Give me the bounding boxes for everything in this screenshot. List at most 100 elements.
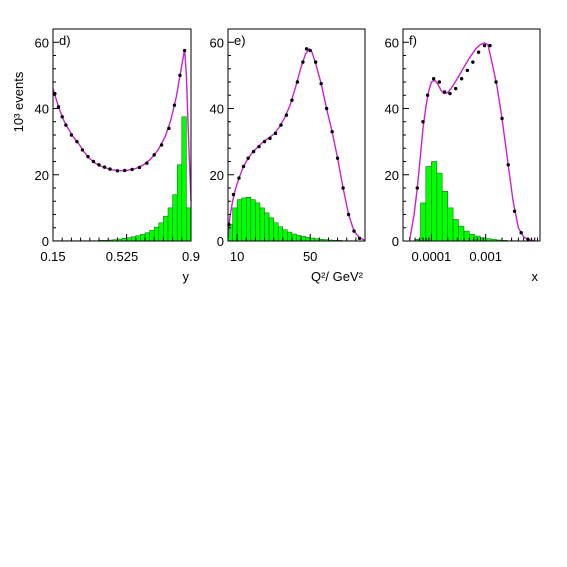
y-tick-label-f-60: 60 (385, 35, 399, 50)
histogram-bar-d-28 (181, 116, 187, 242)
histogram-bar-d-23 (158, 222, 164, 242)
data-point-e-10 (279, 123, 283, 127)
histogram-bar-e-1 (232, 207, 238, 242)
panel-label-e: e) (234, 33, 246, 48)
data-point-f-11 (476, 50, 481, 54)
histogram-bar-d-22 (153, 226, 160, 242)
data-point-e-8 (268, 136, 272, 141)
histogram-bar-f-10 (458, 225, 465, 242)
panel-e: 0 20 40 60 10 50 e) Q²/ GeV² (210, 28, 366, 284)
y-tick-label-d-0: 0 (42, 234, 49, 249)
tick-layer-d: 0 20 40 60 0.15 0.525 0.9 (35, 28, 200, 264)
data-point-d-21 (178, 73, 182, 78)
histogram-bar-e-11 (277, 226, 284, 242)
point-layer-d (53, 48, 187, 173)
histogram-bar-e-3 (241, 197, 247, 242)
histogram-bar-f-3 (420, 202, 427, 242)
y-tick-label-d-40: 40 (35, 102, 49, 117)
data-point-d-5 (75, 139, 79, 144)
histogram-bar-f-4 (425, 166, 432, 242)
data-point-f-12 (482, 43, 487, 48)
data-point-e-2 (237, 176, 241, 180)
panel-f: 0 20 40 60 0.0001 0.001 f) x (385, 28, 541, 284)
x-axis-label-d: y (183, 269, 190, 284)
data-point-d-13 (123, 168, 127, 173)
prediction-curve-f (409, 42, 535, 242)
histogram-bar-e-16 (300, 236, 306, 242)
y-tick-label-d-60: 60 (35, 35, 49, 50)
data-point-e-3 (241, 164, 246, 169)
histogram-bar-f-11 (463, 230, 470, 242)
histogram-bar-f-8 (447, 207, 454, 242)
y-tick-label-f-20: 20 (385, 168, 399, 183)
x-tick-label-d-0.15: 0.15 (40, 249, 65, 264)
plot-frame-d (52, 28, 192, 242)
point-layer-e (227, 47, 362, 241)
plot-frame-e (227, 28, 366, 242)
histogram-bar-d-25 (167, 207, 173, 242)
data-point-e-13 (295, 80, 300, 84)
data-point-e-25 (357, 236, 362, 241)
histogram-bar-e-8 (264, 212, 270, 242)
panel-d: 0 20 40 60 0.15 0.525 0.9 d) y (35, 28, 200, 284)
histogram-layer-d (52, 116, 192, 242)
data-point-f-13 (488, 43, 492, 48)
histogram-bar-d-24 (163, 215, 169, 242)
histogram-layer-f (414, 161, 524, 242)
curve-layer-d (52, 49, 192, 202)
tick-layer-f: 0 20 40 60 0.0001 0.001 (385, 28, 541, 264)
data-point-e-22 (341, 186, 345, 190)
x-tick-label-f-0.0001: 0.0001 (412, 249, 452, 264)
data-point-d-1 (56, 105, 61, 109)
histogram-bar-e-12 (282, 229, 288, 242)
data-point-e-23 (346, 212, 351, 217)
data-point-d-3 (64, 123, 68, 127)
data-point-e-5 (251, 149, 256, 154)
data-point-d-2 (60, 115, 64, 119)
histogram-bar-e-9 (268, 217, 274, 242)
data-point-e-21 (335, 156, 340, 160)
data-point-d-4 (69, 133, 74, 137)
data-point-e-12 (290, 98, 294, 102)
data-point-d-12 (115, 169, 120, 173)
x-axis-label-f: x (532, 269, 539, 284)
histogram-bar-e-13 (287, 231, 293, 242)
curve-layer-f (409, 42, 535, 242)
data-point-d-14 (130, 167, 134, 172)
data-point-e-15 (304, 47, 309, 51)
data-point-f-14 (494, 80, 498, 84)
data-point-f-15 (500, 116, 504, 121)
x-tick-label-d-0.9: 0.9 (182, 249, 200, 264)
data-point-f-18 (519, 231, 523, 235)
data-point-e-6 (257, 144, 261, 149)
histogram-bar-f-6 (436, 172, 443, 242)
shared-y-axis-label: 10³ events (11, 71, 26, 132)
data-point-f-5 (442, 90, 447, 94)
data-point-f-17 (512, 209, 517, 213)
histogram-bar-f-5 (431, 161, 438, 242)
panel-label-f: f) (409, 33, 417, 48)
data-point-f-4 (437, 80, 442, 84)
data-point-d-7 (86, 154, 90, 159)
data-point-e-4 (246, 156, 250, 160)
histogram-bar-f-7 (441, 191, 448, 242)
data-point-d-15 (137, 165, 142, 170)
data-point-d-17 (152, 153, 156, 157)
histogram-bar-e-5 (250, 199, 256, 242)
data-point-e-20 (330, 129, 334, 134)
histogram-bar-d-21 (149, 230, 155, 242)
y-tick-label-e-60: 60 (210, 35, 224, 50)
x-axis-label-e: Q²/ GeV² (311, 269, 364, 284)
histogram-bar-d-29 (186, 207, 192, 242)
y-tick-label-d-20: 20 (35, 168, 49, 183)
data-point-f-10 (471, 60, 475, 64)
data-point-d-9 (97, 163, 101, 167)
data-point-f-9 (465, 68, 470, 73)
histogram-bar-d-27 (176, 164, 183, 242)
plot-frame-f (402, 28, 541, 242)
histogram-bar-d-19 (140, 234, 146, 242)
data-point-d-8 (91, 159, 96, 164)
histogram-layer-e (227, 197, 366, 242)
histogram-bar-d-17 (130, 236, 137, 242)
